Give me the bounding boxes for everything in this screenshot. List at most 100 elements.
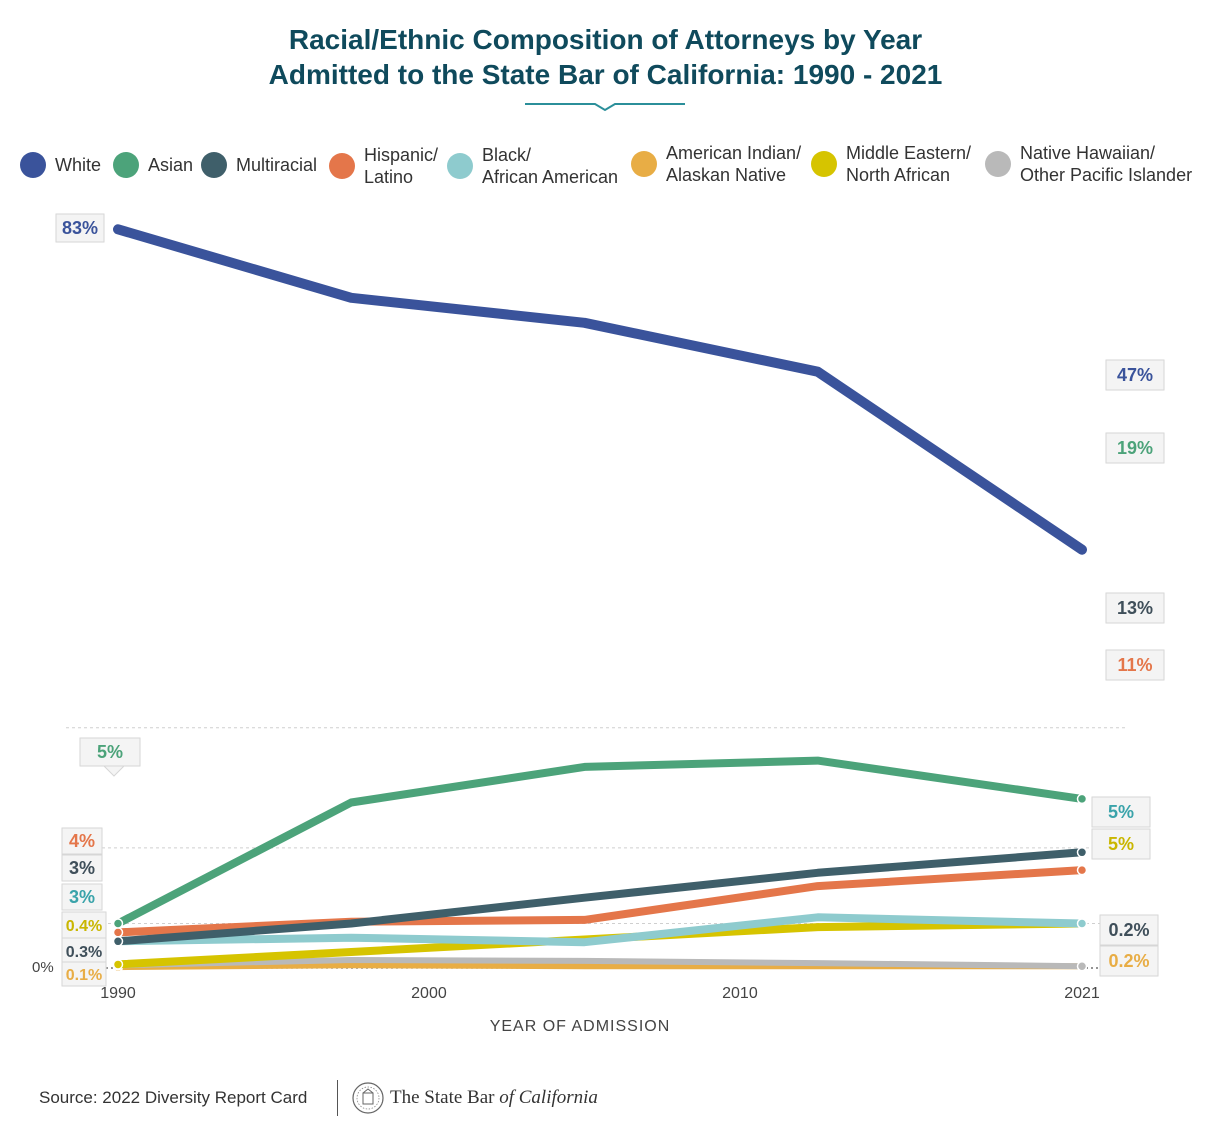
legend-label-line: Alaskan Native bbox=[666, 165, 787, 185]
source-note: Source: 2022 Diversity Report Card bbox=[39, 1088, 308, 1107]
x-tick-label: 2021 bbox=[1064, 985, 1100, 1002]
data-label-box bbox=[1105, 592, 1165, 624]
legend-label-line: White bbox=[55, 155, 102, 175]
series-point-black bbox=[1076, 918, 1088, 929]
data-label-start-white: 83% bbox=[55, 213, 105, 243]
y-axis-zero-label: 0% bbox=[32, 959, 54, 976]
legend-label-multiracial: Multiracial bbox=[236, 154, 317, 176]
legend-swatch-asian bbox=[113, 152, 139, 178]
series-point-hispanic bbox=[1076, 864, 1088, 876]
chart-title: Racial/Ethnic Composition of Attorneys b… bbox=[0, 22, 1211, 92]
data-label-text: 0.3% bbox=[66, 944, 102, 961]
series-point-nhpi bbox=[1076, 960, 1088, 972]
data-label-start-black: 3% bbox=[61, 883, 103, 911]
data-label-start-multiracial: 3% bbox=[61, 854, 103, 882]
data-label-box bbox=[61, 911, 107, 939]
legend-label-line: North African bbox=[846, 165, 951, 185]
legend-label-black: Black/African American bbox=[482, 144, 618, 188]
legend-swatch-hispanic bbox=[329, 153, 355, 179]
legend-label-hispanic: Hispanic/Latino bbox=[364, 144, 438, 188]
legend-label-line: Multiracial bbox=[236, 155, 318, 175]
data-label-end-black: 5% bbox=[1091, 796, 1151, 828]
legend-label-line: Middle Eastern/ bbox=[846, 143, 972, 163]
x-tick-label: 2000 bbox=[411, 985, 447, 1002]
data-label-end-mideast: 5% bbox=[1091, 828, 1151, 860]
series-line-hispanic bbox=[114, 866, 1086, 937]
data-label-box bbox=[1105, 359, 1165, 391]
series-point-asian bbox=[1076, 793, 1088, 805]
legend-item-hispanic: Hispanic/Latino bbox=[329, 144, 438, 188]
data-label-text: 11% bbox=[1117, 655, 1152, 675]
legend-label-line: African American bbox=[482, 167, 619, 187]
data-label-box bbox=[61, 961, 107, 987]
legend-item-black: Black/African American bbox=[447, 144, 618, 188]
data-label-text: 5% bbox=[1108, 802, 1134, 822]
legend-label-asian: Asian bbox=[148, 154, 193, 176]
legend-label-line: Native Hawaiian/ bbox=[1020, 143, 1156, 163]
data-label-end-white: 47% bbox=[1105, 359, 1165, 391]
legend-swatch-mideast bbox=[811, 151, 837, 177]
data-label-box bbox=[61, 827, 103, 855]
legend-item-white: White bbox=[20, 152, 101, 178]
state-bar-logo-text: The State Bar of California bbox=[390, 1087, 598, 1109]
series-point-multiracial bbox=[1076, 847, 1088, 858]
x-tick-label: 2010 bbox=[722, 985, 758, 1002]
data-label-text: 83% bbox=[62, 218, 98, 238]
series-line-white bbox=[113, 224, 1087, 555]
legend-item-mideast: Middle Eastern/North African bbox=[811, 142, 971, 186]
data-label-pointer bbox=[102, 765, 126, 777]
legend-label-line: Asian bbox=[148, 155, 194, 175]
data-label-text: 19% bbox=[1117, 438, 1153, 458]
legend-label-line: Other Pacific Islander bbox=[1020, 165, 1193, 185]
legend-label-nhpi: Native Hawaiian/Other Pacific Islander bbox=[1020, 142, 1192, 186]
series-line-multiracial bbox=[114, 848, 1086, 946]
legend-swatch-nhpi bbox=[985, 151, 1011, 177]
data-label-text: 5% bbox=[1108, 834, 1134, 854]
series-point-asian bbox=[112, 918, 124, 929]
data-label-end-hispanic: 11% bbox=[1105, 649, 1165, 681]
series-line-black bbox=[114, 913, 1086, 947]
legend-label-line: Latino bbox=[364, 167, 414, 187]
data-label-box bbox=[1105, 649, 1165, 681]
legend-swatch-amindian bbox=[631, 151, 657, 177]
legend-item-amindian: American Indian/Alaskan Native bbox=[631, 142, 801, 186]
data-label-box bbox=[1091, 796, 1151, 828]
data-label-text: 0.2% bbox=[1108, 951, 1149, 971]
series-point-hispanic bbox=[112, 927, 124, 938]
data-label-text: 5% bbox=[97, 742, 123, 762]
data-label-end-nhpi: 0.2% bbox=[1099, 914, 1159, 946]
data-label-text: 0.1% bbox=[66, 967, 102, 984]
data-label-box bbox=[1099, 914, 1159, 946]
legend-label-line: Black/ bbox=[482, 145, 532, 165]
series-line-asian bbox=[114, 756, 1086, 928]
series-point-multiracial bbox=[112, 936, 124, 947]
brand-italic: of California bbox=[499, 1087, 598, 1108]
chart-title-line-1: Racial/Ethnic Composition of Attorneys b… bbox=[288, 24, 923, 55]
data-label-end-multiracial: 13% bbox=[1105, 592, 1165, 624]
legend-label-line: Hispanic/ bbox=[364, 145, 439, 165]
x-axis-title: YEAR OF ADMISSION bbox=[489, 1018, 671, 1035]
data-label-box bbox=[1091, 828, 1151, 860]
series-line-nhpi bbox=[115, 957, 1085, 970]
data-label-box bbox=[61, 883, 103, 911]
chart-title-line-2: Admitted to the State Bar of California:… bbox=[268, 59, 943, 90]
legend-label-line: American Indian/ bbox=[666, 143, 802, 163]
data-label-box bbox=[1105, 432, 1165, 464]
legend-label-amindian: American Indian/Alaskan Native bbox=[666, 142, 801, 186]
data-label-text: 0.2% bbox=[1108, 920, 1149, 940]
legend-swatch-black bbox=[447, 153, 473, 179]
data-label-end-asian: 19% bbox=[1105, 432, 1165, 464]
data-label-text: 13% bbox=[1117, 598, 1153, 618]
series-point-mideast bbox=[112, 959, 124, 970]
data-label-start-amindian: 0.1% bbox=[61, 961, 107, 987]
data-label-text: 4% bbox=[69, 831, 95, 851]
data-label-text: 3% bbox=[69, 887, 95, 907]
x-tick-label: 1990 bbox=[100, 985, 136, 1002]
data-label-start-mideast: 0.4% bbox=[61, 911, 107, 939]
data-label-start-nhpi: 0.3% bbox=[61, 937, 107, 965]
data-label-start-hispanic: 4% bbox=[61, 827, 103, 855]
legend-swatch-multiracial bbox=[201, 152, 227, 178]
data-label-text: 0.4% bbox=[66, 918, 102, 935]
legend-label-white: White bbox=[55, 154, 101, 176]
